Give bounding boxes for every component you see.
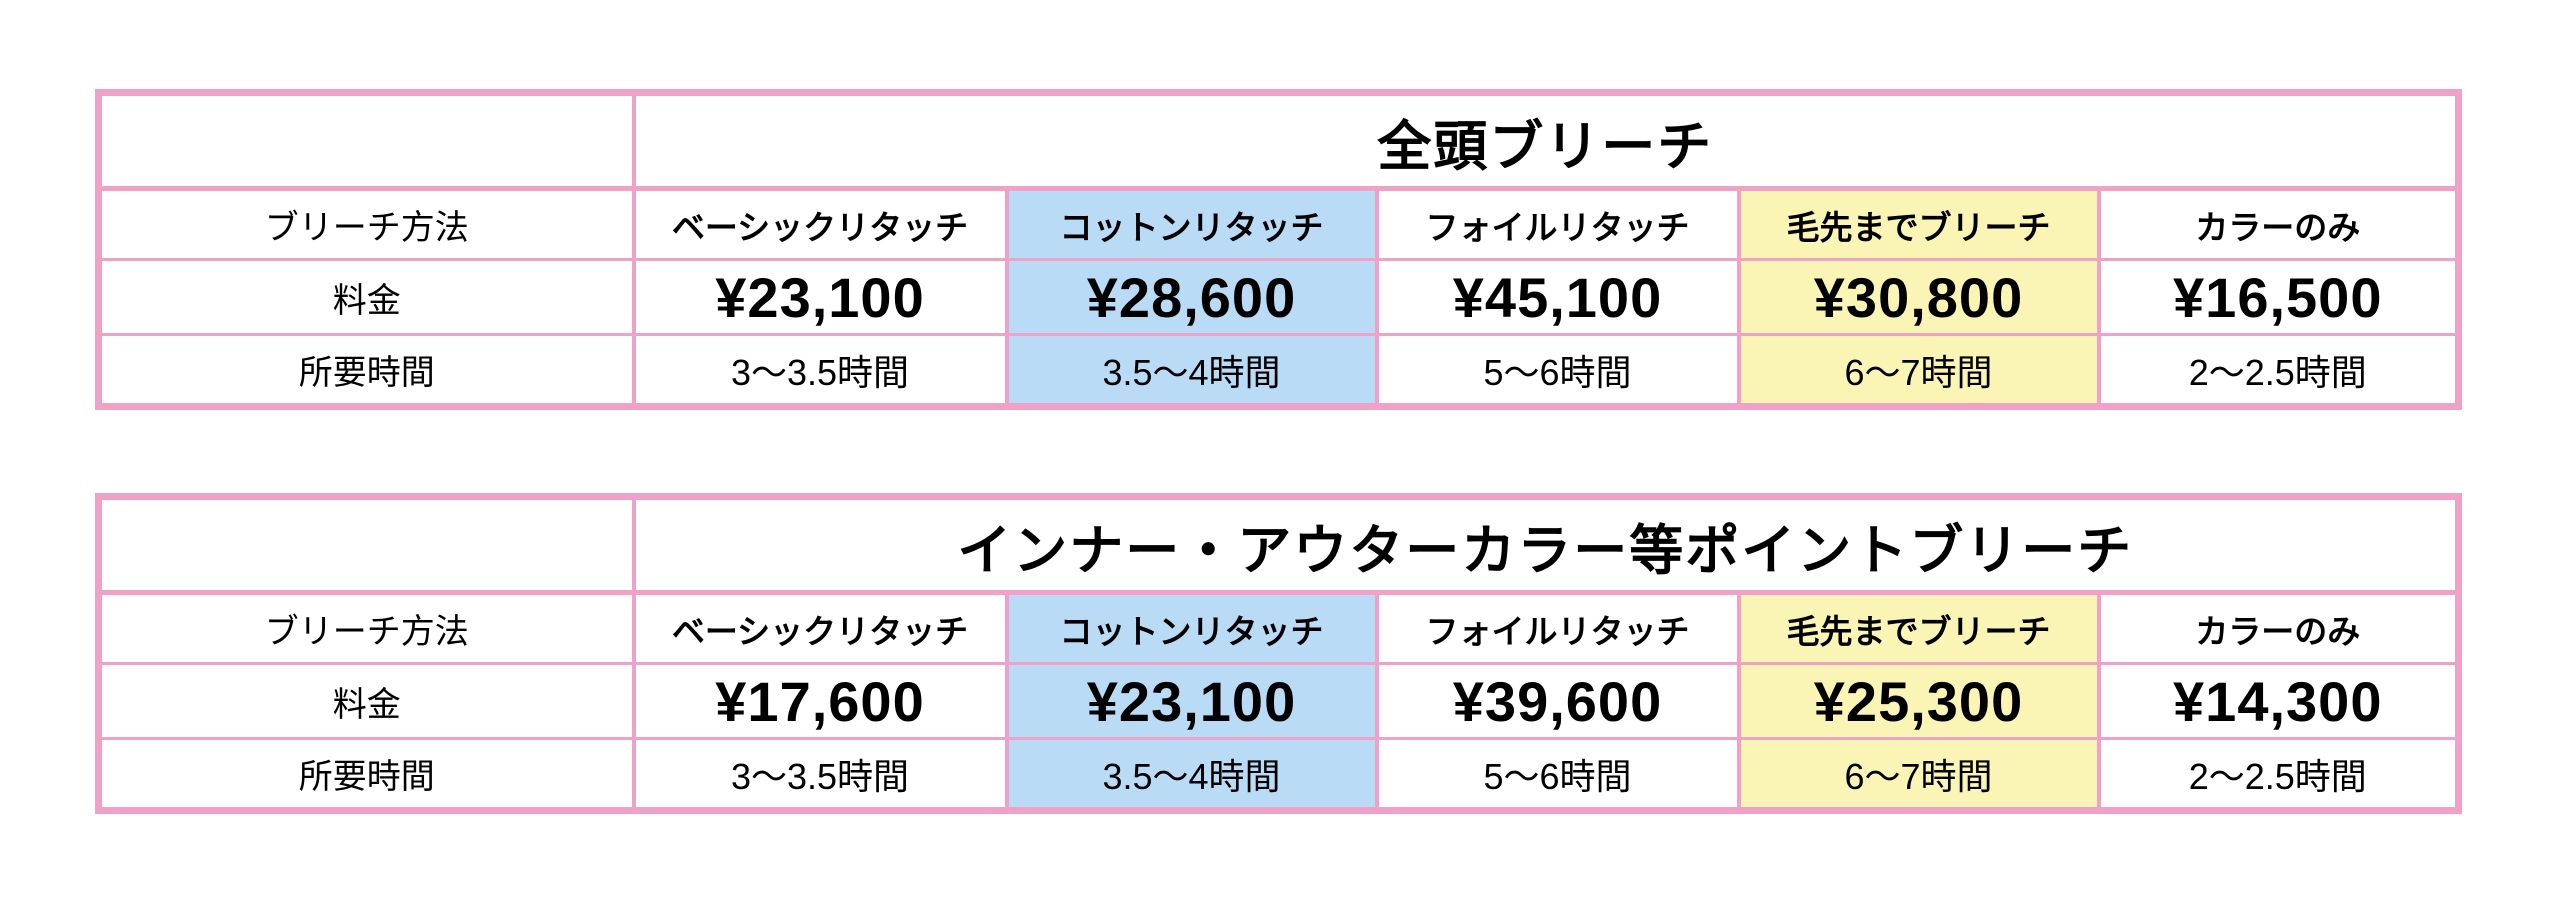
price-cell: ¥14,300 <box>2096 662 2461 740</box>
row-label-price: 料金 <box>96 258 636 336</box>
price-cell: ¥45,100 <box>1374 258 1741 336</box>
pricing-table-point-bleach: インナー・アウターカラー等ポイントブリーチ ブリーチ方法 ベーシックリタッチ コ… <box>95 493 2463 814</box>
row-label-method: ブリーチ方法 <box>96 591 636 665</box>
duration-cell: 3.5〜4時間 <box>1004 737 1379 812</box>
table-row: 所要時間 3〜3.5時間 3.5〜4時間 5〜6時間 6〜7時間 2〜2.5時間 <box>96 333 2461 408</box>
price-cell: ¥28,600 <box>1004 258 1379 336</box>
table-row: 全頭ブリーチ <box>96 91 2461 191</box>
column-header: コットンリタッチ <box>1004 591 1379 665</box>
table-row: ブリーチ方法 ベーシックリタッチ コットンリタッチ フォイルリタッチ 毛先までブ… <box>96 187 2461 261</box>
row-label-duration: 所要時間 <box>96 737 636 812</box>
pricing-table-full-bleach: 全頭ブリーチ ブリーチ方法 ベーシックリタッチ コットンリタッチ フォイルリタッ… <box>95 89 2463 410</box>
row-label-duration: 所要時間 <box>96 333 636 408</box>
column-header: カラーのみ <box>2096 591 2461 665</box>
column-header: 毛先までブリーチ <box>1736 591 2101 665</box>
duration-cell: 6〜7時間 <box>1736 737 2101 812</box>
corner-cell <box>96 495 636 595</box>
column-header: カラーのみ <box>2096 187 2461 261</box>
row-label-price: 料金 <box>96 662 636 740</box>
table-row: インナー・アウターカラー等ポイントブリーチ <box>96 495 2461 595</box>
duration-cell: 5〜6時間 <box>1374 333 1741 408</box>
table-row: ブリーチ方法 ベーシックリタッチ コットンリタッチ フォイルリタッチ 毛先までブ… <box>96 591 2461 665</box>
corner-cell <box>96 91 636 191</box>
price-cell: ¥30,800 <box>1736 258 2101 336</box>
price-cell: ¥23,100 <box>631 258 1009 336</box>
duration-cell: 3〜3.5時間 <box>631 737 1009 812</box>
column-header: フォイルリタッチ <box>1374 187 1741 261</box>
table-row: 所要時間 3〜3.5時間 3.5〜4時間 5〜6時間 6〜7時間 2〜2.5時間 <box>96 737 2461 812</box>
duration-cell: 5〜6時間 <box>1374 737 1741 812</box>
column-header: 毛先までブリーチ <box>1736 187 2101 261</box>
price-cell: ¥39,600 <box>1374 662 1741 740</box>
duration-cell: 3〜3.5時間 <box>631 333 1009 408</box>
column-header: ベーシックリタッチ <box>631 187 1009 261</box>
price-cell: ¥23,100 <box>1004 662 1379 740</box>
table-row: 料金 ¥17,600 ¥23,100 ¥39,600 ¥25,300 ¥14,3… <box>96 662 2461 740</box>
duration-cell: 2〜2.5時間 <box>2096 333 2461 408</box>
column-header: フォイルリタッチ <box>1374 591 1741 665</box>
duration-cell: 2〜2.5時間 <box>2096 737 2461 812</box>
price-cell: ¥16,500 <box>2096 258 2461 336</box>
duration-cell: 6〜7時間 <box>1736 333 2101 408</box>
table-row: 料金 ¥23,100 ¥28,600 ¥45,100 ¥30,800 ¥16,5… <box>96 258 2461 336</box>
price-cell: ¥25,300 <box>1736 662 2101 740</box>
duration-cell: 3.5〜4時間 <box>1004 333 1379 408</box>
row-label-method: ブリーチ方法 <box>96 187 636 261</box>
column-header: ベーシックリタッチ <box>631 591 1009 665</box>
price-cell: ¥17,600 <box>631 662 1009 740</box>
table-title: インナー・アウターカラー等ポイントブリーチ <box>631 495 2461 595</box>
column-header: コットンリタッチ <box>1004 187 1379 261</box>
table-title: 全頭ブリーチ <box>631 91 2461 191</box>
